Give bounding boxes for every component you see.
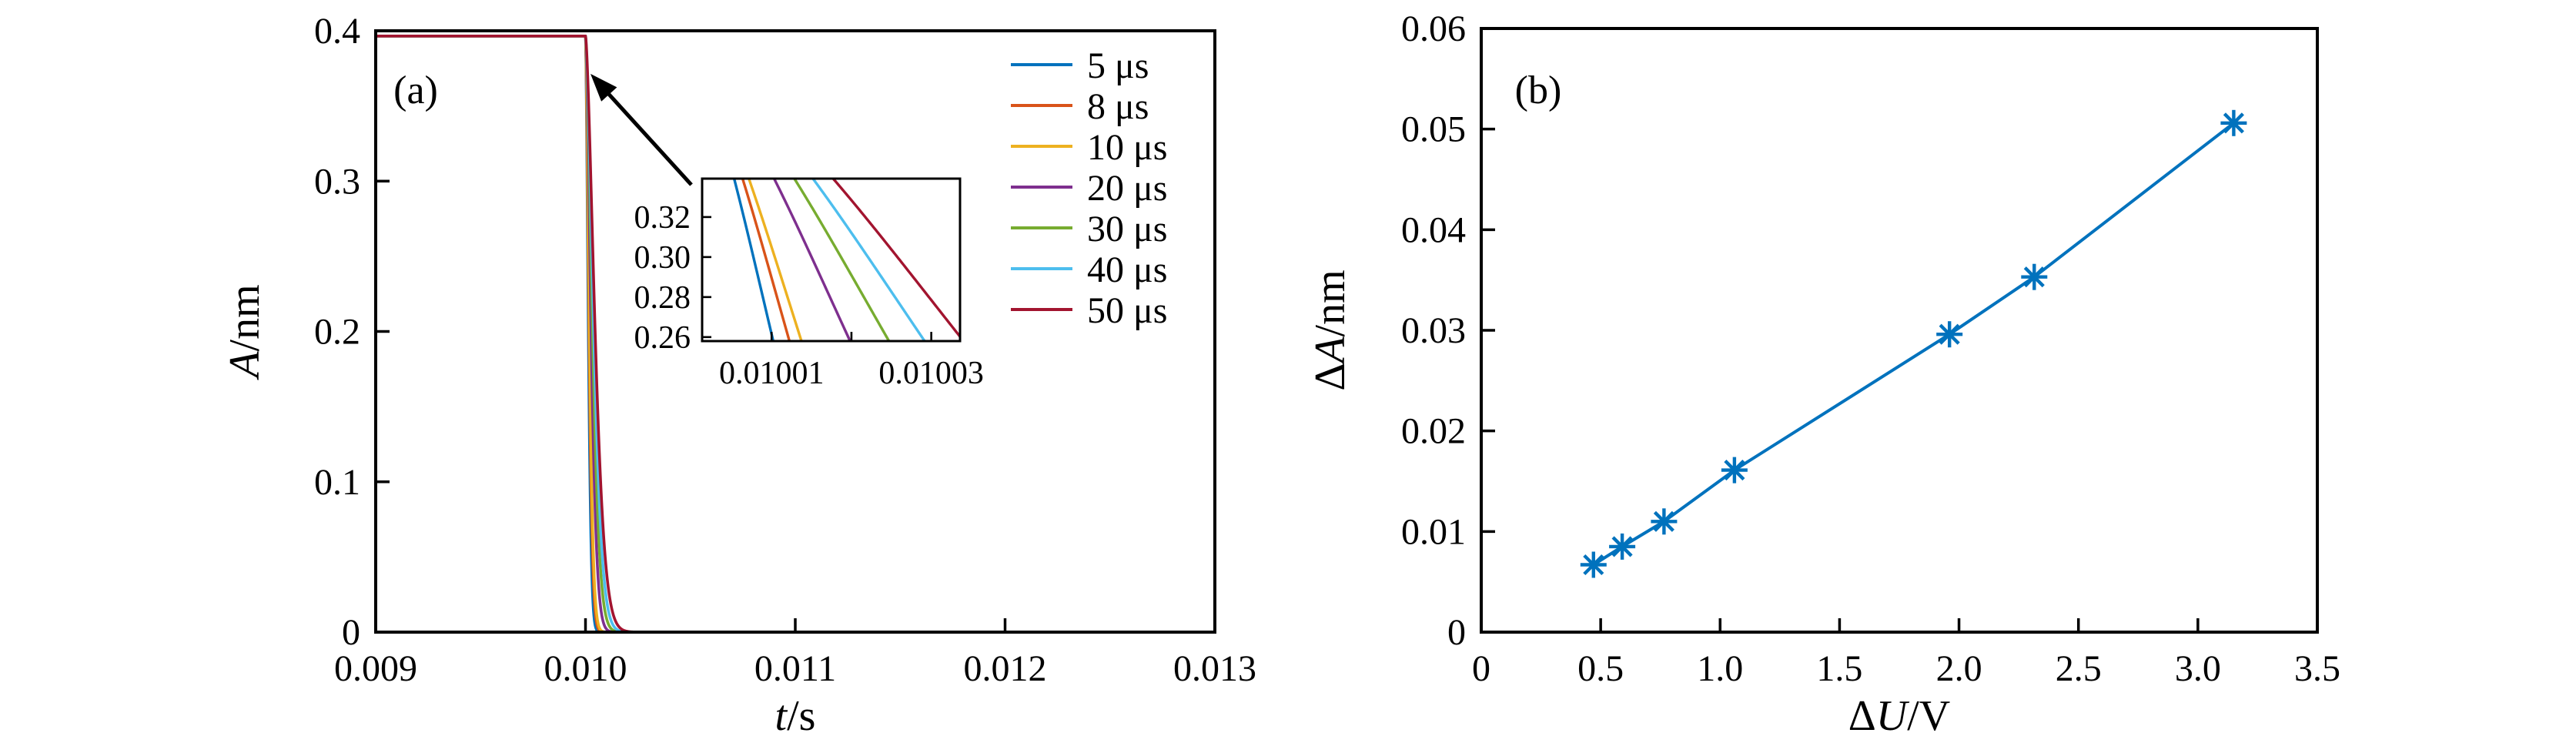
asterisk-marker-icon bbox=[1939, 323, 1960, 345]
curve-50μs bbox=[376, 35, 1215, 632]
asterisk-marker-icon bbox=[2223, 112, 2244, 134]
panel-a-label: (a) bbox=[393, 69, 438, 112]
annotation-arrow bbox=[590, 73, 693, 186]
curve-30μs bbox=[376, 35, 1215, 632]
panel-b-tick-labels: 0 0.5 1.0 1.5 2.0 2.5 3.0 3.5 0 0.01 0.02 0.03 0.04 0… bbox=[1401, 8, 2340, 689]
panel-a-xlabel: t/s bbox=[775, 692, 816, 740]
legend-label: 20 μs bbox=[1087, 168, 1167, 209]
data-point-marker bbox=[1609, 533, 1636, 560]
panel-a-ylabel: A/nm bbox=[221, 284, 269, 380]
legend-item: 50 μs bbox=[1011, 290, 1167, 331]
panel-a: 0.009 0.010 0.011 0.012 0.013 0 0.1 0.2 0.3 0.4 (… bbox=[221, 11, 1256, 740]
tick-label: 0.32 bbox=[634, 200, 691, 236]
curve-40μs bbox=[376, 35, 1215, 632]
inset-curves bbox=[732, 179, 960, 341]
tick-label: 1.5 bbox=[1816, 648, 1862, 689]
data-point-marker bbox=[1721, 457, 1748, 484]
asterisk-marker-icon bbox=[1724, 460, 1745, 481]
tick-label: 0.012 bbox=[964, 648, 1047, 689]
data-point-marker bbox=[2021, 263, 2048, 290]
panel-b-ylabel: ΔA/nm bbox=[1306, 269, 1354, 390]
tick-label: 1.0 bbox=[1697, 648, 1743, 689]
tick-label: 0.05 bbox=[1401, 109, 1466, 150]
tick-label: 0.2 bbox=[314, 312, 360, 353]
legend-item: 5 μs bbox=[1011, 45, 1149, 86]
inset-curve-40μs bbox=[811, 179, 927, 341]
legend-label: 50 μs bbox=[1087, 290, 1167, 331]
tick-label: 0.30 bbox=[634, 240, 691, 276]
inset-axes: 0.01001 0.01003 0.26 0.28 0.30 0.32 bbox=[634, 177, 984, 391]
data-point-marker bbox=[1651, 508, 1678, 535]
tick-label: 0.02 bbox=[1401, 411, 1466, 452]
data-point-marker bbox=[1936, 321, 1963, 348]
legend-item: 8 μs bbox=[1011, 86, 1149, 127]
data-point-marker bbox=[1580, 551, 1607, 578]
tick-label: 0 bbox=[1447, 612, 1466, 653]
tick-label: 3.0 bbox=[2175, 648, 2221, 689]
inset-curve-5μs bbox=[732, 179, 775, 341]
legend-label: 10 μs bbox=[1087, 127, 1167, 168]
inset-frame-ticks bbox=[701, 177, 962, 343]
tick-label: 0.009 bbox=[334, 648, 417, 689]
legend-label: 30 μs bbox=[1087, 209, 1167, 249]
legend-item: 30 μs bbox=[1011, 209, 1167, 249]
tick-label: 0.06 bbox=[1401, 8, 1466, 49]
asterisk-marker-icon bbox=[1583, 554, 1604, 576]
plot-frame bbox=[1480, 27, 2319, 634]
panel-a-axes bbox=[374, 29, 1216, 634]
legend-label: 5 μs bbox=[1087, 45, 1149, 86]
arrow-head-icon bbox=[590, 73, 617, 102]
tick-label: 2.0 bbox=[1936, 648, 1982, 689]
tick-label: 0.26 bbox=[634, 320, 691, 356]
tick-label: 0.28 bbox=[634, 280, 691, 316]
panel-b-xlabel: ΔU/V bbox=[1848, 692, 1950, 740]
panel-b-axes bbox=[1480, 27, 2319, 634]
tick-label: 0.010 bbox=[544, 648, 627, 689]
tick-label: 0.5 bbox=[1577, 648, 1624, 689]
tick-label: 0 bbox=[1472, 648, 1490, 689]
legend-label: 40 μs bbox=[1087, 249, 1167, 290]
tick-label: 0.04 bbox=[1401, 209, 1466, 250]
inset-curve-30μs bbox=[792, 179, 891, 341]
tick-label: 0.1 bbox=[314, 462, 360, 503]
panel-b-series bbox=[1580, 109, 2247, 578]
legend-item: 10 μs bbox=[1011, 127, 1167, 168]
panel-b: 0 0.5 1.0 1.5 2.0 2.5 3.0 3.5 0 0.01 0.02 0.03 0.04 0… bbox=[1306, 8, 2340, 740]
legend-item: 40 μs bbox=[1011, 249, 1167, 290]
tick-label: 0.01003 bbox=[878, 356, 984, 391]
panel-a-tick-labels: 0.009 0.010 0.011 0.012 0.013 0 0.1 0.2 0.3 0.4 bbox=[314, 11, 1256, 689]
asterisk-marker-icon bbox=[1653, 510, 1674, 532]
legend-label: 8 μs bbox=[1087, 86, 1149, 127]
data-point-marker bbox=[2220, 109, 2247, 136]
legend-item: 20 μs bbox=[1011, 168, 1167, 209]
tick-label: 0.011 bbox=[754, 648, 836, 689]
inset-tick-labels: 0.01001 0.01003 0.26 0.28 0.30 0.32 bbox=[634, 200, 984, 391]
arrow-shaft bbox=[604, 89, 693, 186]
plot-frame bbox=[701, 177, 962, 343]
tick-label: 0.013 bbox=[1173, 648, 1256, 689]
asterisk-marker-icon bbox=[2023, 266, 2045, 288]
tick-label: 0.03 bbox=[1401, 310, 1466, 351]
tick-label: 0 bbox=[342, 612, 360, 653]
tick-label: 2.5 bbox=[2056, 648, 2102, 689]
tick-label: 3.5 bbox=[2294, 648, 2340, 689]
asterisk-marker-icon bbox=[1611, 536, 1633, 557]
data-line bbox=[1592, 122, 2235, 567]
inset-curve-50μs bbox=[831, 179, 960, 339]
panel-b-label: (b) bbox=[1515, 69, 1562, 112]
tick-label: 0.3 bbox=[314, 161, 360, 202]
tick-label: 0.4 bbox=[314, 11, 360, 52]
curve-20μs bbox=[376, 35, 1215, 632]
inset-curve-20μs bbox=[772, 179, 852, 341]
tick-label: 0.01 bbox=[1401, 511, 1466, 552]
tick-label: 0.01001 bbox=[719, 356, 825, 391]
inset-curve-10μs bbox=[747, 179, 803, 341]
